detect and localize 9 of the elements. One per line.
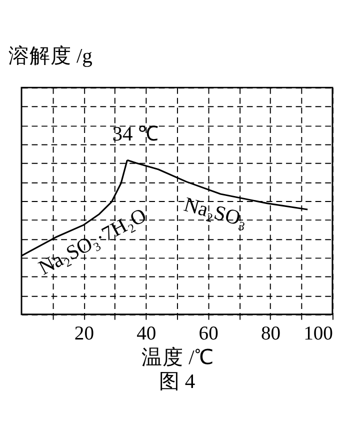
x-tick-label: 80 bbox=[260, 323, 281, 344]
caption: 图 4 bbox=[158, 370, 196, 393]
y-axis-title: 溶解度 /g bbox=[8, 44, 92, 68]
x-tick-label: 100 bbox=[304, 323, 334, 344]
text: Na₂SO₃ bbox=[182, 194, 250, 232]
x-tick-label: 40 bbox=[136, 323, 156, 344]
x-tick-label: 60 bbox=[198, 323, 219, 344]
x-tick-label: 20 bbox=[74, 323, 94, 344]
x-axis-title: 温度 /℃ bbox=[142, 346, 214, 369]
